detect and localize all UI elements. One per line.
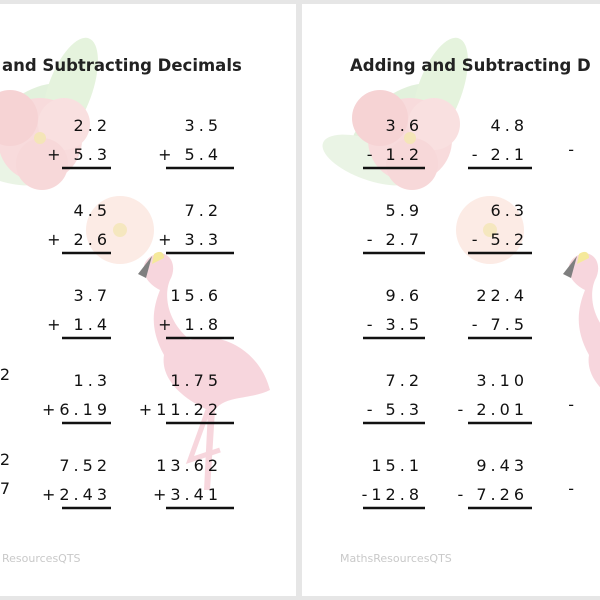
problem-top: 3.7	[74, 286, 111, 305]
problem-bottom: - 7.5	[472, 315, 528, 334]
worksheet-title: Adding and Subtracting D	[350, 56, 591, 75]
problem-top: 4.8	[491, 116, 528, 135]
cropped-text: 7	[0, 479, 14, 498]
watermark: MathsResourcesQTS	[340, 552, 452, 565]
problem-bottom: + 5.4	[158, 145, 222, 164]
problem-bottom: - 3.5	[367, 315, 423, 334]
problem-top: 22.4	[476, 286, 528, 305]
cropped-text: -	[568, 479, 578, 498]
problem-bottom: - 5.3	[367, 400, 423, 419]
problem-bottom: + 2.6	[47, 230, 111, 249]
problem-bottom: +6.19	[42, 400, 111, 419]
problem-bottom: - 1.2	[367, 145, 423, 164]
problem-top: 7.52	[59, 456, 111, 475]
problem-bottom: - 2.1	[472, 145, 528, 164]
problem-bottom: +11.22	[139, 400, 222, 419]
problem-top: 6.3	[491, 201, 528, 220]
problem-top: 7.2	[185, 201, 222, 220]
watermark: ResourcesQTS	[2, 552, 81, 565]
problem-bottom: + 1.8	[158, 315, 222, 334]
problem-top: 15.6	[170, 286, 222, 305]
problem-top: 1.3	[74, 371, 111, 390]
cropped-text: -	[568, 140, 578, 159]
problem-bottom: - 5.2	[472, 230, 528, 249]
problem-top: 3.10	[476, 371, 528, 390]
problem-top: 5.9	[386, 201, 423, 220]
worksheet-title: and Subtracting Decimals	[2, 56, 242, 75]
problem-top: 9.6	[386, 286, 423, 305]
problem-bottom: +3.41	[153, 485, 222, 504]
problem-bottom: -12.8	[362, 485, 423, 504]
cropped-text: 2	[0, 365, 14, 384]
problem-bottom: - 2.01	[458, 400, 528, 419]
problem-bottom: + 3.3	[158, 230, 222, 249]
problem-bottom: + 1.4	[47, 315, 111, 334]
problem-top: 15.1	[371, 456, 423, 475]
problem-top: 13.62	[156, 456, 222, 475]
cropped-text: 2	[0, 450, 14, 469]
problem-top: 1.75	[170, 371, 222, 390]
problem-top: 3.6	[386, 116, 423, 135]
cropped-text: -	[568, 395, 578, 414]
problem-bottom: + 5.3	[47, 145, 111, 164]
problem-top: 9.43	[476, 456, 528, 475]
problem-top: 7.2	[386, 371, 423, 390]
problem-bottom: - 2.7	[367, 230, 423, 249]
problem-top: 4.5	[74, 201, 111, 220]
content: and Subtracting Decimals 2.2 + 5.3 3.5 + 5.4…	[0, 56, 591, 565]
problem-top: 3.5	[185, 116, 222, 135]
problem-top: 2.2	[74, 116, 111, 135]
problem-bottom: - 7.26	[458, 485, 528, 504]
problem-bottom: +2.43	[42, 485, 111, 504]
